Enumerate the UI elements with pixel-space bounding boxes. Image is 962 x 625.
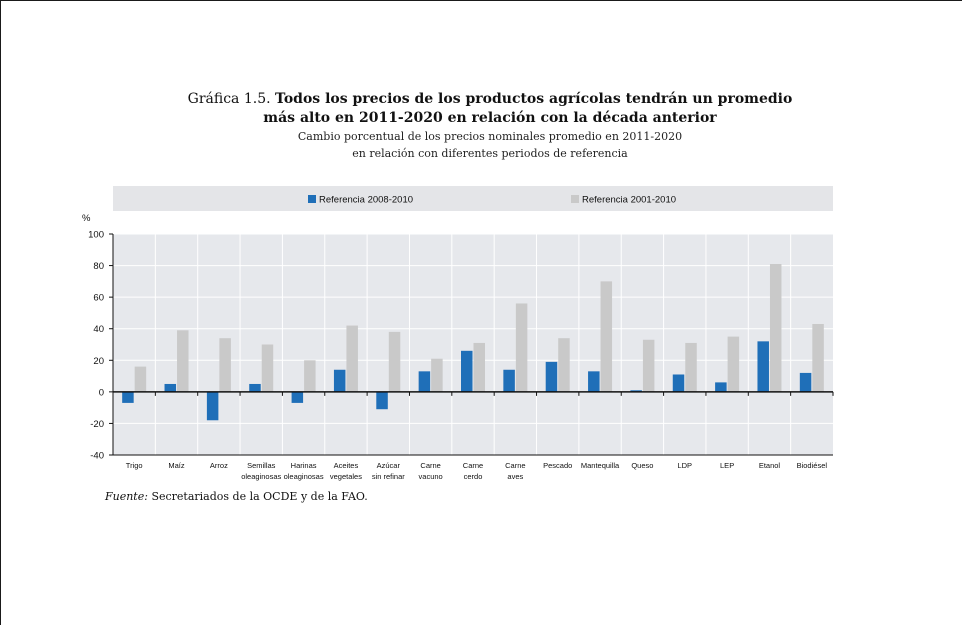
y-tick-label: -20 [90, 419, 104, 430]
bar-s1 [672, 374, 685, 392]
bar-s2 [304, 360, 316, 392]
bar-s1 [249, 383, 261, 392]
bar-s2 [219, 338, 231, 392]
x-tick-label: Pescado [543, 461, 572, 470]
chart-title-text: Todos los precios de los productos agríc… [275, 91, 793, 107]
source-label: Fuente: [105, 490, 148, 503]
x-tick-label: Carne [463, 461, 483, 470]
chart-title-label: Gráfica 1.5. [187, 91, 271, 107]
legend-swatch-2 [571, 195, 579, 203]
source-note: Fuente: Secretariados de la OCDE y de la… [105, 490, 368, 503]
x-tick-label: sin refinar [372, 472, 405, 481]
x-tick-label: Biodiésel [797, 461, 828, 470]
bar-s2 [558, 338, 570, 392]
bar-s2 [431, 358, 443, 392]
chart-title-line1: Gráfica 1.5. Todos los precios de los pr… [150, 90, 830, 109]
legend-label-2: Referencia 2001-2010 [582, 195, 676, 206]
y-tick-label: 80 [93, 261, 104, 272]
chart-title-line2: más alto en 2011-2020 en relación con la… [263, 110, 717, 126]
bar-s2 [134, 366, 147, 392]
x-tick-label: Aceites [334, 461, 359, 470]
bar-s2 [515, 303, 528, 392]
legend-swatch-1 [308, 195, 316, 203]
bar-s1 [799, 372, 812, 392]
bar-s1 [588, 371, 600, 392]
bar-s1 [461, 350, 473, 392]
x-tick-label: oleaginosas [284, 472, 324, 481]
source-text: Secretariados de la OCDE y de la FAO. [151, 490, 368, 503]
bar-s2 [642, 339, 655, 392]
x-tick-label: Carne [505, 461, 525, 470]
x-tick-label: vacuno [419, 472, 443, 481]
chart-title-block: Gráfica 1.5. Todos los precios de los pr… [150, 90, 830, 162]
bar-s1 [418, 371, 431, 392]
x-tick-label: aves [507, 472, 523, 481]
x-tick-label: Carne [420, 461, 440, 470]
bar-s1 [206, 391, 219, 421]
bar-s1 [164, 383, 177, 392]
x-tick-label: Arroz [210, 461, 228, 470]
bar-s2 [177, 330, 189, 392]
chart-subtitle-line1: Cambio porcentual de los precios nominal… [297, 130, 683, 143]
bar-s1 [376, 391, 388, 410]
y-tick-label: 100 [88, 230, 104, 241]
y-tick-label: 0 [99, 387, 104, 398]
x-tick-label: cerdo [464, 472, 483, 481]
x-tick-label: oleaginosas [241, 472, 281, 481]
bar-s1 [715, 382, 727, 392]
x-tick-label: Queso [631, 461, 653, 470]
plot-background [113, 234, 833, 455]
chart-subtitle-line2: en relación con diferentes periodos de r… [352, 147, 628, 160]
bar-s2 [685, 342, 697, 392]
bar-s1 [630, 390, 642, 392]
y-axis-unit-label: % [82, 213, 91, 224]
bar-s2 [388, 331, 401, 392]
y-tick-label: 20 [93, 356, 104, 367]
legend-background [113, 186, 833, 211]
bar-s1 [757, 341, 769, 392]
bar-s2 [812, 323, 824, 392]
y-tick-label: 60 [93, 293, 104, 304]
bar-s1 [291, 391, 304, 403]
bar-s1 [545, 361, 558, 392]
x-tick-label: Mantequilla [581, 461, 620, 470]
bar-s2 [769, 263, 782, 392]
bar-s1 [122, 391, 134, 403]
bar-s1 [503, 369, 515, 392]
x-tick-label: Harinas [291, 461, 317, 470]
bar-s2 [727, 336, 740, 392]
x-tick-label: LDP [677, 461, 692, 470]
x-tick-label: Semillas [247, 461, 276, 470]
legend-label-1: Referencia 2008-2010 [319, 195, 413, 206]
x-tick-label: Azúcar [377, 461, 401, 470]
bar-s2 [600, 281, 613, 392]
x-tick-label: Etanol [759, 461, 781, 470]
bar-s2 [473, 342, 485, 392]
x-tick-label: Maíz [168, 461, 185, 470]
x-tick-label: vegetales [330, 472, 362, 481]
x-tick-label: Trigo [126, 461, 143, 470]
bar-s2 [261, 344, 274, 392]
y-tick-label: -40 [90, 451, 104, 462]
bar-s2 [346, 325, 358, 392]
y-tick-label: 40 [93, 324, 104, 335]
bar-s1 [333, 369, 346, 392]
x-tick-label: LEP [720, 461, 734, 470]
